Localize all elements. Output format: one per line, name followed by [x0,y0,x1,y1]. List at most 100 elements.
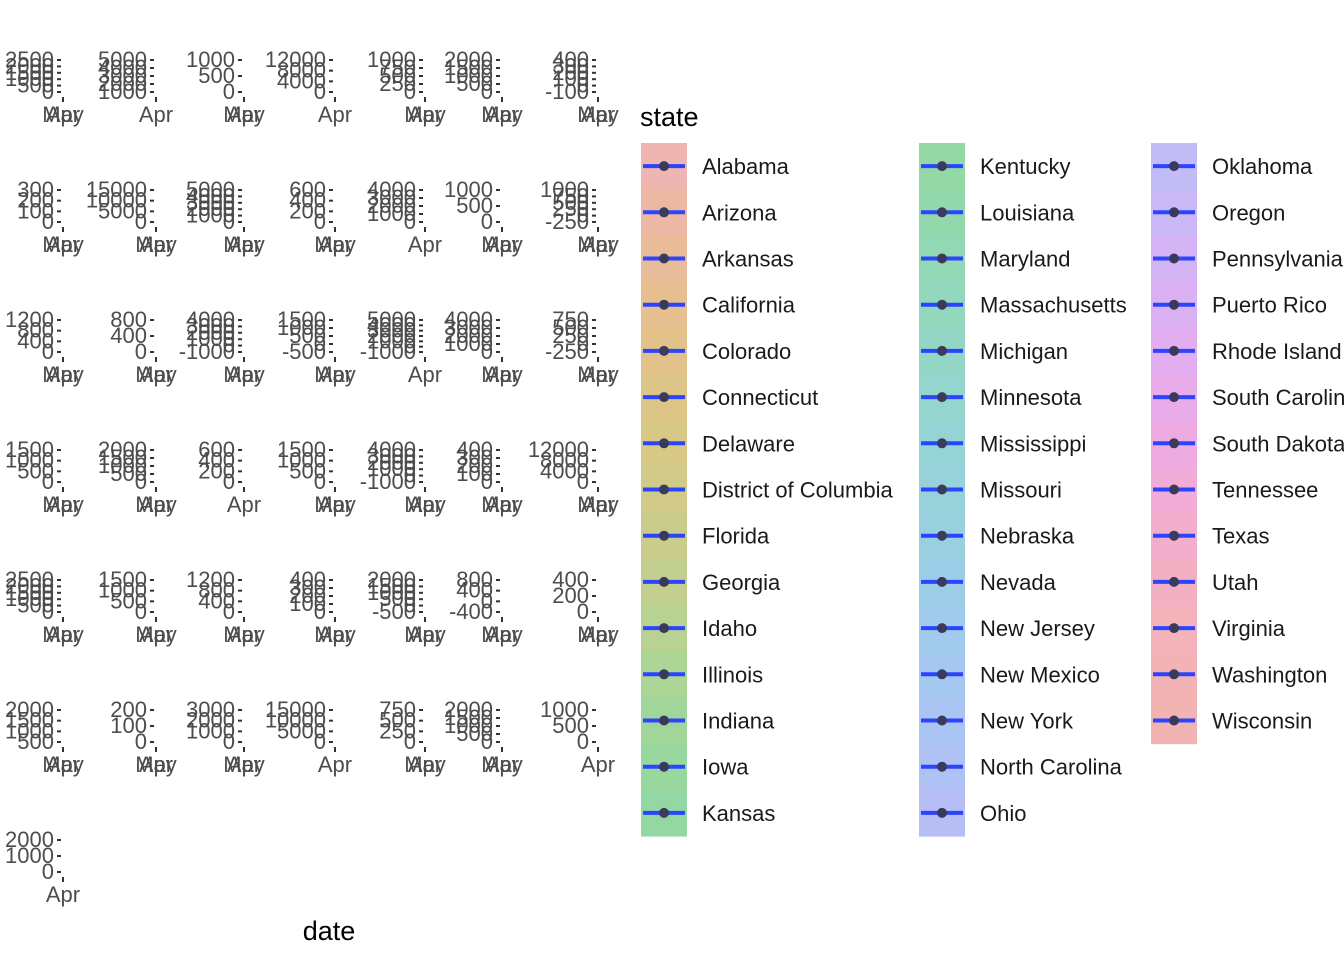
legend-label: California [702,293,796,318]
y-tick-label: 200 [198,458,235,483]
y-tick-label: 1500 [98,445,147,470]
y-tick-label: 600 [289,177,326,202]
y-tick-label: 3000 [98,63,147,88]
y-tick-label: 400 [289,567,326,592]
legend-point-key [937,207,947,218]
legend-point-key [937,576,947,587]
legend-label: Illinois [702,662,763,687]
y-tick-label: 300 [17,177,54,202]
x-tick-label: May [135,232,177,257]
y-tick-label: 4000 [367,312,416,337]
legend-item-washington: Washington [1151,651,1327,698]
legend-label: Oklahoma [1212,154,1313,179]
legend-point-key [659,299,669,310]
y-tick-label: -1000 [360,339,416,364]
legend-item-texas: Texas [1151,512,1269,560]
x-tick-label: May [404,102,446,127]
y-tick-label: 1000 [367,328,416,353]
y-tick-label: 0 [577,729,589,754]
y-tick-label: 300 [456,445,493,470]
y-tick-label: 500 [379,708,416,733]
y-tick-label: 0 [314,209,326,234]
y-tick-label: 2500 [5,47,54,72]
y-tick-label: 300 [289,575,326,600]
x-tick-label: Apr [408,622,442,647]
y-tick-label: 1200 [5,307,54,332]
legend-label: Maryland [980,247,1070,272]
x-tick-label: May [404,492,446,517]
y-tick-label: 400 [456,437,493,462]
legend-item-utah: Utah [1151,558,1258,606]
legend-point-key [659,253,669,264]
y-tick-label: 0 [314,331,326,356]
y-tick-label: 400 [110,323,147,348]
y-tick-label: -1000 [179,339,235,364]
legend-point-key [1169,530,1179,541]
y-tick-label: 1000 [186,326,235,351]
legend-point-key [937,761,947,772]
legend-item-south-carolina: South Carolina [1151,374,1344,421]
y-tick-label: 0 [314,599,326,624]
y-tick-label: 2000 [5,573,54,598]
x-tick-label: May [135,362,177,387]
y-tick-label: 10000 [86,188,147,213]
y-tick-label: 500 [110,461,147,486]
y-tick-label: 800 [110,307,147,332]
y-tick-label: 1000 [277,448,326,473]
legend-label: Connecticut [702,385,818,410]
y-tick-label: 2000 [367,193,416,218]
y-tick-label: 1000 [98,453,147,478]
legend-label: New Mexico [980,662,1100,687]
legend-label: Virginia [1212,616,1286,641]
legend-point-key [1169,715,1179,726]
y-tick-label: 500 [198,63,235,88]
legend-item-missouri: Missouri [919,466,1062,514]
y-tick-label: 0 [135,469,147,494]
legend-item-michigan: Michigan [919,327,1068,375]
y-tick-label: 2000 [5,827,54,852]
x-tick-label: Apr [46,102,80,127]
x-tick-label: Apr [227,102,261,127]
x-tick-label: Apr [139,362,173,387]
y-tick-label: 1500 [98,567,147,592]
x-tick-label: Apr [485,622,519,647]
x-tick-label: May [577,492,619,517]
x-tick-label: May [223,102,265,127]
legend-item-wisconsin: Wisconsin [1151,697,1312,745]
x-tick-label: Apr [581,362,615,387]
y-tick-label: 5000 [98,47,147,72]
y-tick-label: 250 [379,718,416,743]
y-tick-label: 1000 [186,47,235,72]
x-axis-title: date [303,916,356,946]
y-tick-label: -500 [372,599,416,624]
legend-item-kentucky: Kentucky [919,143,1071,190]
y-tick-label: 3000 [186,190,235,215]
y-tick-label: 1000 [367,580,416,605]
y-tick-label: 8000 [540,448,589,473]
legend-item-ohio: Ohio [919,789,1026,837]
y-tick-label: 100 [17,198,54,223]
legend-item-pennsylvania: Pennsylvania [1151,235,1344,283]
y-tick-label: 5000 [98,198,147,223]
legend-point-key [937,623,947,634]
legend-item-rhode-island: Rhode Island [1151,327,1342,375]
y-tick-label: 400 [198,588,235,613]
y-tick-label: 3000 [186,697,235,722]
legend-item-connecticut: Connecticut [641,374,818,421]
legend-point-key [659,161,669,172]
legend-label: Kansas [702,801,775,826]
legend-item-arkansas: Arkansas [641,235,794,283]
y-tick-label: 600 [198,437,235,462]
legend-point-key [1169,207,1179,218]
y-tick-label: -250 [545,339,589,364]
legend-item-arizona: Arizona [641,189,777,236]
